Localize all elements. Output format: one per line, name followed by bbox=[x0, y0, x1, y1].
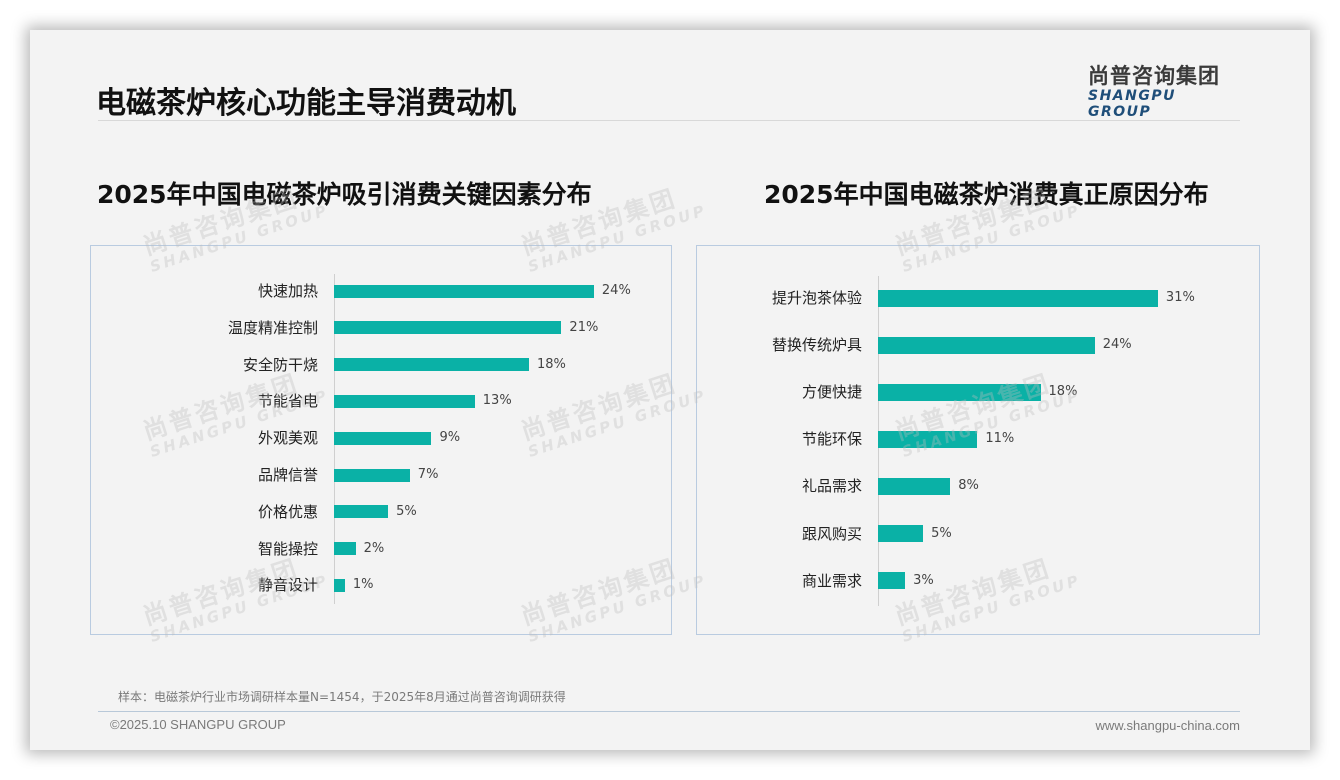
bar bbox=[334, 468, 410, 482]
bar-row: 品牌信誉 7% bbox=[91, 465, 671, 485]
bar-category-label: 智能操控 bbox=[257, 539, 318, 558]
copyright: ©2025.10 SHANGPU GROUP bbox=[110, 717, 286, 732]
bar-row: 外观美观 9% bbox=[91, 428, 671, 448]
bar-row: 跟风购买 5% bbox=[697, 524, 1259, 544]
bar-category-label: 替换传统炉具 bbox=[771, 336, 862, 355]
bar-row: 提升泡茶体验 31% bbox=[697, 288, 1259, 308]
bar bbox=[878, 430, 978, 448]
bar bbox=[334, 358, 529, 372]
bar bbox=[878, 525, 924, 542]
bar bbox=[878, 572, 906, 590]
bar-row: 商业需求 3% bbox=[697, 571, 1259, 591]
bar bbox=[878, 289, 1158, 307]
bar-value-label: 24% bbox=[601, 283, 631, 298]
bar-value-label: 5% bbox=[931, 525, 952, 541]
bar bbox=[334, 542, 356, 556]
bar-row: 方便快捷 18% bbox=[697, 382, 1259, 402]
bar-value-label: 7% bbox=[417, 467, 439, 482]
bar-category-label: 跟风购买 bbox=[801, 524, 862, 543]
bar bbox=[334, 505, 389, 519]
bar-row: 节能省电 13% bbox=[91, 391, 671, 411]
right-chart-panel: 提升泡茶体验 31% 替换传统炉具 24% 方便快捷 18% 节能环保 11% 礼品需求 8% 跟风… bbox=[696, 245, 1260, 635]
bar bbox=[878, 477, 951, 495]
website-link[interactable]: www.shangpu-china.com bbox=[1095, 718, 1240, 733]
bar-category-label: 商业需求 bbox=[801, 571, 862, 590]
bar-category-label: 节能省电 bbox=[257, 392, 318, 411]
bar-row: 智能操控 2% bbox=[91, 539, 671, 559]
bar bbox=[878, 336, 1095, 354]
footer-divider bbox=[98, 711, 1240, 712]
title-divider bbox=[98, 120, 1240, 121]
company-logo: 尚普咨询集团 SHANGPU GROUP bbox=[1088, 64, 1238, 120]
bar-category-label: 安全防干烧 bbox=[242, 355, 318, 374]
slide: 电磁茶炉核心功能主导消费动机 尚普咨询集团 SHANGPU GROUP 2025… bbox=[30, 30, 1310, 750]
bar bbox=[334, 394, 475, 408]
bar-category-label: 礼品需求 bbox=[801, 477, 862, 496]
bar-row: 价格优惠 5% bbox=[91, 502, 671, 522]
bar-value-label: 18% bbox=[536, 356, 566, 372]
bar-row: 礼品需求 8% bbox=[697, 476, 1259, 496]
bar-row: 静音设计 1% bbox=[91, 575, 671, 595]
left-chart-title: 2025年中国电磁茶炉吸引消费关键因素分布 bbox=[97, 180, 592, 209]
logo-english-name: SHANGPU GROUP bbox=[1088, 88, 1176, 120]
bar-row: 替换传统炉具 24% bbox=[697, 335, 1259, 355]
bar-row: 快速加热 24% bbox=[91, 281, 671, 301]
bar bbox=[334, 578, 345, 592]
bar-category-label: 外观美观 bbox=[257, 429, 318, 448]
bar-value-label: 18% bbox=[1048, 384, 1078, 400]
bar-category-label: 提升泡茶体验 bbox=[771, 289, 862, 307]
right-chart-title: 2025年中国电磁茶炉消费真正原因分布 bbox=[764, 180, 1209, 209]
bar-value-label: 5% bbox=[396, 503, 417, 519]
bar-value-label: 9% bbox=[439, 430, 461, 446]
bar-category-label: 快速加热 bbox=[257, 282, 318, 300]
bar bbox=[878, 383, 1041, 401]
bar-value-label: 13% bbox=[482, 393, 512, 409]
bar-category-label: 价格优惠 bbox=[257, 502, 318, 521]
sample-note: 样本：电磁茶炉行业市场调研样本量N=1454，于2025年8月通过尚普咨询调研获… bbox=[118, 690, 566, 704]
bar-row: 安全防干烧 18% bbox=[91, 355, 671, 375]
bar-value-label: 1% bbox=[352, 577, 374, 593]
bar-value-label: 3% bbox=[913, 572, 934, 588]
bar bbox=[334, 431, 432, 445]
bar-category-label: 方便快捷 bbox=[801, 383, 862, 402]
bar-row: 节能环保 11% bbox=[697, 429, 1259, 449]
bar-category-label: 温度精准控制 bbox=[227, 318, 318, 337]
bar-category-label: 品牌信誉 bbox=[257, 466, 318, 484]
bar-value-label: 8% bbox=[958, 478, 979, 494]
bar-category-label: 节能环保 bbox=[801, 430, 862, 449]
bar-value-label: 2% bbox=[363, 540, 385, 556]
bar-value-label: 24% bbox=[1102, 337, 1132, 353]
bar-category-label: 静音设计 bbox=[257, 576, 318, 595]
bar-value-label: 31% bbox=[1165, 290, 1195, 305]
bar-value-label: 11% bbox=[985, 431, 1015, 447]
left-chart-panel: 快速加热 24% 温度精准控制 21% 安全防干烧 18% 节能省电 13% 外观美观 9% 品牌信… bbox=[90, 245, 672, 635]
bar-value-label: 21% bbox=[569, 319, 599, 335]
bar bbox=[334, 284, 594, 298]
bar-row: 温度精准控制 21% bbox=[91, 318, 671, 338]
bar bbox=[334, 321, 562, 335]
logo-chinese-name: 尚普咨询集团 bbox=[1088, 64, 1220, 88]
page-title: 电磁茶炉核心功能主导消费动机 bbox=[96, 86, 516, 121]
